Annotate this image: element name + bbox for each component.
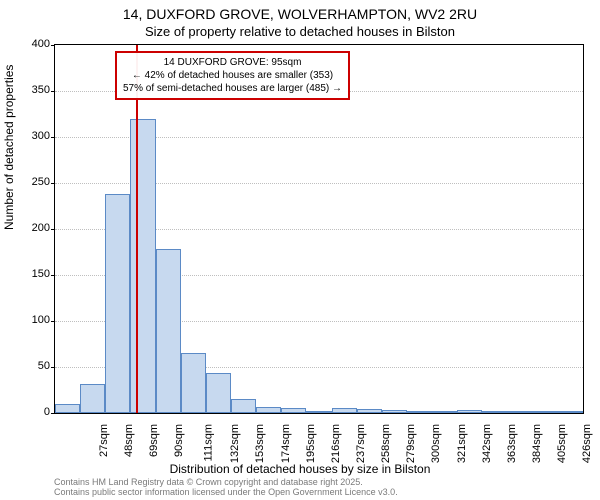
ytick-mark bbox=[51, 45, 55, 46]
ytick-label: 100 bbox=[10, 314, 50, 326]
footer-attribution: Contains HM Land Registry data © Crown c… bbox=[54, 478, 398, 498]
ytick-label: 150 bbox=[10, 268, 50, 280]
ytick-label: 400 bbox=[10, 38, 50, 50]
histogram-bar bbox=[357, 409, 382, 413]
ytick-label: 0 bbox=[10, 406, 50, 418]
histogram-bar bbox=[407, 411, 432, 413]
histogram-bar bbox=[533, 411, 558, 413]
reference-line bbox=[136, 45, 138, 413]
histogram-bar bbox=[432, 411, 457, 413]
chart-container: 14, DUXFORD GROVE, WOLVERHAMPTON, WV2 2R… bbox=[0, 0, 600, 500]
xtick-label: 48sqm bbox=[123, 424, 135, 457]
ytick-label: 200 bbox=[10, 222, 50, 234]
ytick-mark bbox=[51, 413, 55, 414]
histogram-bar bbox=[281, 408, 306, 413]
ytick-label: 50 bbox=[10, 360, 50, 372]
ytick-mark bbox=[51, 275, 55, 276]
ytick-label: 350 bbox=[10, 84, 50, 96]
histogram-bar bbox=[332, 408, 357, 413]
histogram-bar bbox=[382, 410, 407, 413]
footer-line2: Contains public sector information licen… bbox=[54, 488, 398, 498]
xtick-label: 321sqm bbox=[456, 424, 468, 463]
plot-area: 14 DUXFORD GROVE: 95sqm ← 42% of detache… bbox=[54, 44, 584, 414]
xtick-label: 90sqm bbox=[173, 424, 185, 457]
ytick-mark bbox=[51, 367, 55, 368]
xtick-label: 279sqm bbox=[405, 424, 417, 463]
chart-title-line1: 14, DUXFORD GROVE, WOLVERHAMPTON, WV2 2R… bbox=[0, 0, 600, 22]
xtick-label: 174sqm bbox=[280, 424, 292, 463]
annotation-line2: ← 42% of detached houses are smaller (35… bbox=[123, 69, 342, 82]
x-axis-label: Distribution of detached houses by size … bbox=[0, 462, 600, 476]
histogram-bar bbox=[508, 411, 533, 413]
xtick-label: 132sqm bbox=[229, 424, 241, 463]
xtick-label: 426sqm bbox=[581, 424, 593, 463]
histogram-bar bbox=[181, 353, 206, 413]
ytick-label: 300 bbox=[10, 130, 50, 142]
xtick-label: 27sqm bbox=[98, 424, 110, 457]
ytick-mark bbox=[51, 137, 55, 138]
histogram-bar bbox=[80, 384, 105, 413]
histogram-bar bbox=[306, 411, 331, 413]
xtick-label: 69sqm bbox=[148, 424, 160, 457]
histogram-bar bbox=[105, 194, 130, 413]
ytick-mark bbox=[51, 321, 55, 322]
ytick-label: 250 bbox=[10, 176, 50, 188]
histogram-bar bbox=[457, 410, 482, 413]
xtick-label: 258sqm bbox=[380, 424, 392, 463]
xtick-label: 216sqm bbox=[330, 424, 342, 463]
xtick-label: 195sqm bbox=[305, 424, 317, 463]
xtick-label: 384sqm bbox=[531, 424, 543, 463]
xtick-label: 300sqm bbox=[431, 424, 443, 463]
annotation-line3: 57% of semi-detached houses are larger (… bbox=[123, 82, 342, 95]
xtick-label: 237sqm bbox=[355, 424, 367, 463]
histogram-bar bbox=[256, 407, 281, 413]
annotation-box: 14 DUXFORD GROVE: 95sqm ← 42% of detache… bbox=[115, 51, 350, 100]
histogram-bar bbox=[558, 411, 583, 413]
ytick-mark bbox=[51, 91, 55, 92]
histogram-bar bbox=[482, 411, 507, 413]
xtick-label: 153sqm bbox=[255, 424, 267, 463]
histogram-bar bbox=[206, 373, 231, 413]
histogram-bar bbox=[55, 404, 80, 413]
histogram-bar bbox=[156, 249, 181, 413]
histogram-bar bbox=[130, 119, 155, 413]
xtick-label: 363sqm bbox=[506, 424, 518, 463]
ytick-mark bbox=[51, 183, 55, 184]
chart-title-line2: Size of property relative to detached ho… bbox=[0, 22, 600, 39]
xtick-label: 111sqm bbox=[203, 424, 215, 462]
xtick-label: 405sqm bbox=[556, 424, 568, 463]
ytick-mark bbox=[51, 229, 55, 230]
xtick-label: 342sqm bbox=[481, 424, 493, 463]
annotation-line1: 14 DUXFORD GROVE: 95sqm bbox=[123, 56, 342, 69]
histogram-bar bbox=[231, 399, 256, 413]
